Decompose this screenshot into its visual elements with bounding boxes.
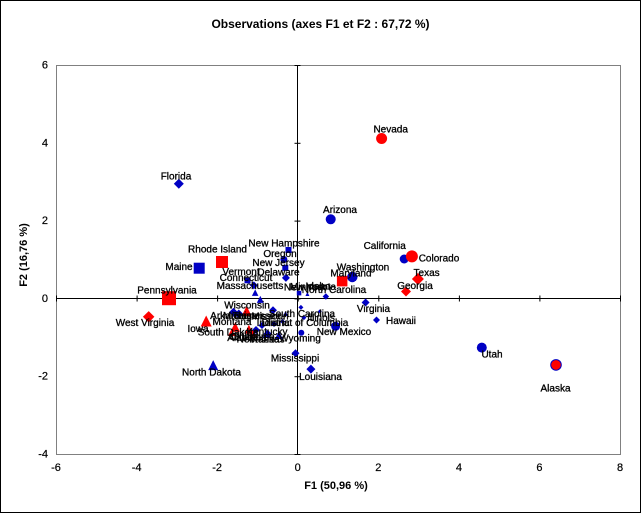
svg-text:2: 2: [42, 215, 48, 227]
svg-text:Louisiana: Louisiana: [299, 372, 342, 383]
svg-text:Montana: Montana: [213, 317, 252, 328]
svg-text:Iowa: Iowa: [187, 324, 209, 335]
svg-text:Maryland: Maryland: [330, 269, 371, 280]
svg-text:Kansas: Kansas: [251, 335, 284, 346]
svg-text:New Mexico: New Mexico: [317, 327, 372, 338]
svg-text:6: 6: [536, 462, 542, 474]
svg-text:South Dakota: South Dakota: [198, 328, 259, 339]
svg-text:Kentucky: Kentucky: [246, 327, 287, 338]
svg-text:F2 (16,76 %): F2 (16,76 %): [18, 223, 30, 287]
svg-text:North Dakota: North Dakota: [182, 368, 241, 379]
svg-text:Oklahoma: Oklahoma: [229, 332, 275, 343]
svg-text:4: 4: [42, 137, 48, 149]
svg-text:New York: New York: [284, 283, 327, 294]
svg-text:Illinois: Illinois: [307, 313, 335, 324]
svg-text:Connecticut: Connecticut: [220, 273, 273, 284]
svg-text:Florida: Florida: [161, 172, 192, 183]
svg-text:Pennsylvania: Pennsylvania: [137, 286, 197, 297]
svg-text:South Carolina: South Carolina: [269, 309, 336, 320]
svg-text:-2: -2: [212, 462, 222, 474]
svg-text:Indiana: Indiana: [257, 318, 290, 329]
svg-text:Arizona: Arizona: [323, 205, 357, 216]
svg-text:Delaware: Delaware: [257, 268, 300, 279]
svg-text:Nevada: Nevada: [373, 125, 408, 136]
svg-text:Mississippi: Mississippi: [271, 354, 319, 365]
svg-text:California: California: [364, 241, 407, 252]
svg-text:0: 0: [42, 293, 48, 305]
svg-text:-4: -4: [38, 449, 48, 461]
svg-text:Missouri: Missouri: [251, 312, 288, 323]
svg-text:Colorado: Colorado: [419, 254, 460, 265]
svg-text:Tennessee: Tennessee: [233, 311, 282, 322]
svg-text:-6: -6: [51, 462, 61, 474]
svg-text:Rhode Island: Rhode Island: [188, 245, 247, 256]
svg-text:New Hampshire: New Hampshire: [248, 239, 320, 250]
svg-text:Observations (axes F1 et F2 :: Observations (axes F1 et F2 : 67,72 %): [211, 17, 429, 31]
svg-text:Wisconsin: Wisconsin: [224, 301, 270, 312]
svg-text:Texas: Texas: [414, 268, 440, 279]
svg-text:F1 (50,96 %): F1 (50,96 %): [304, 480, 368, 492]
svg-text:Arkansas: Arkansas: [210, 311, 252, 322]
svg-text:Alaska: Alaska: [540, 384, 570, 395]
svg-text:Georgia: Georgia: [397, 281, 433, 292]
svg-text:Michigan: Michigan: [223, 311, 263, 322]
svg-text:North Carolina: North Carolina: [302, 285, 367, 296]
svg-text:Wyoming: Wyoming: [279, 334, 321, 345]
svg-text:Minnesota: Minnesota: [290, 282, 337, 293]
svg-text:Oregon: Oregon: [263, 249, 296, 260]
svg-text:Virginia: Virginia: [357, 304, 391, 315]
svg-text:Idaho: Idaho: [305, 282, 330, 293]
svg-text:District of Columbia: District of Columbia: [262, 318, 349, 329]
svg-text:6: 6: [42, 60, 48, 72]
svg-text:Vermont: Vermont: [222, 267, 259, 278]
svg-text:Ohio: Ohio: [231, 332, 253, 343]
svg-text:-2: -2: [38, 371, 48, 383]
svg-text:Maine: Maine: [165, 262, 193, 273]
svg-text:Nebraska: Nebraska: [237, 335, 280, 346]
svg-text:2: 2: [375, 462, 381, 474]
svg-text:Massachusetts: Massachusetts: [217, 281, 284, 292]
svg-text:Utah: Utah: [481, 350, 502, 361]
svg-text:Hawaii: Hawaii: [386, 316, 416, 327]
svg-text:0: 0: [295, 462, 301, 474]
svg-text:New Jersey: New Jersey: [252, 258, 304, 269]
svg-text:-4: -4: [132, 462, 142, 474]
svg-text:4: 4: [456, 462, 462, 474]
svg-text:Washington: Washington: [337, 263, 389, 274]
svg-text:Alabama: Alabama: [227, 333, 267, 344]
svg-text:West Virginia: West Virginia: [116, 318, 175, 329]
svg-text:8: 8: [617, 462, 623, 474]
